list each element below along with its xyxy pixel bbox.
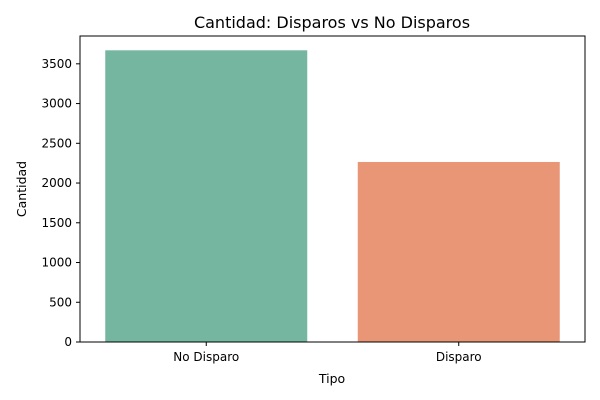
bar-disparo (357, 161, 560, 342)
x-tick-label: No Disparo (173, 350, 239, 364)
x-tick-label: Disparo (436, 350, 482, 364)
y-tick-label: 500 (49, 295, 72, 309)
y-tick-label: 3000 (41, 97, 72, 111)
x-axis-label: Tipo (318, 371, 345, 386)
chart-title: Cantidad: Disparos vs No Disparos (194, 13, 470, 32)
bar-no-disparo (105, 50, 308, 343)
y-axis-label: Cantidad (14, 161, 29, 217)
x-axis-ticks: No Disparo Disparo (173, 342, 482, 364)
bars-group (105, 50, 560, 343)
y-tick-label: 2500 (41, 136, 72, 150)
y-tick-label: 1000 (41, 256, 72, 270)
plot-frame (79, 35, 586, 343)
y-tick-label: 2000 (41, 176, 72, 190)
y-axis-ticks: 0 500 1000 1500 2000 2500 3000 3500 (41, 57, 80, 349)
y-tick-label: 0 (64, 335, 72, 349)
y-tick-label: 1500 (41, 216, 72, 230)
y-tick-label: 3500 (41, 57, 72, 71)
